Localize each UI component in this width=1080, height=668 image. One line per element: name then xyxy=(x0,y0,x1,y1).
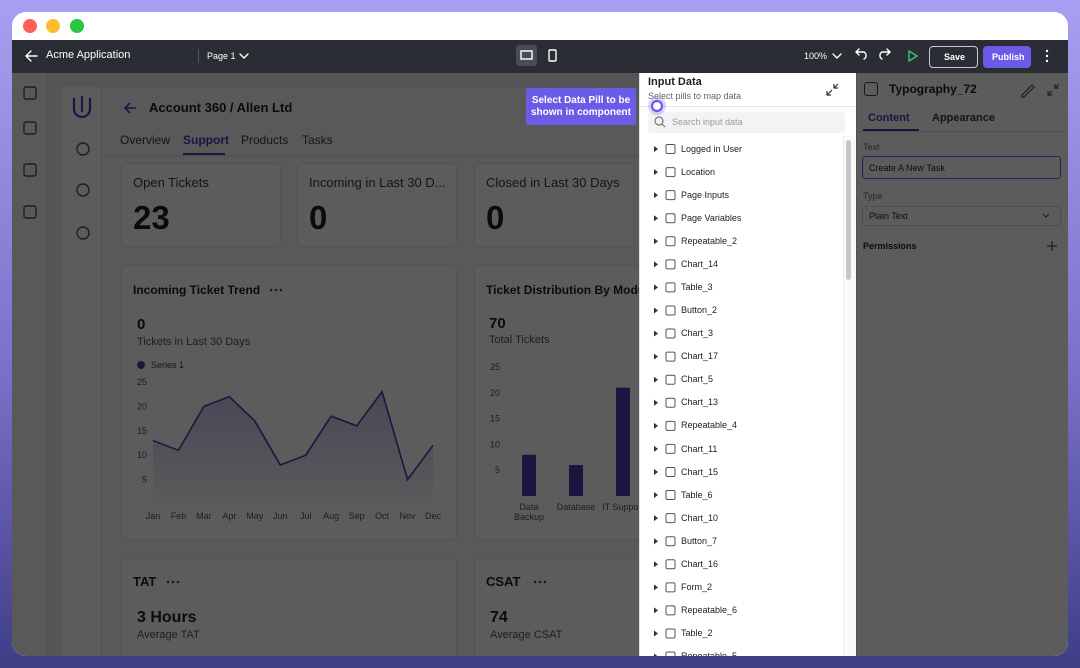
dim-overlay xyxy=(12,73,639,656)
scrollbar-thumb xyxy=(846,140,851,280)
app-name: Acme Application xyxy=(46,49,131,62)
input-data-item[interactable]: Chart_11 xyxy=(681,443,718,454)
input-data-item[interactable]: Table_6 xyxy=(681,489,713,500)
input-data-item[interactable]: Chart_16 xyxy=(681,558,719,569)
input-data-item[interactable]: Location xyxy=(681,166,716,177)
input-data-item[interactable]: Repeatable_4 xyxy=(681,420,738,431)
input-data-item[interactable]: Page Variables xyxy=(681,212,742,223)
save-button[interactable] xyxy=(929,46,978,68)
tooltip xyxy=(526,88,636,125)
device-toggle-active[interactable] xyxy=(516,45,537,66)
panel-title: Input Data xyxy=(648,76,702,89)
input-data-item[interactable]: Button_2 xyxy=(681,305,718,316)
input-data-item[interactable]: Chart_14 xyxy=(681,258,719,269)
input-data-item[interactable]: Repeatable_2 xyxy=(681,235,738,246)
input-data-item[interactable]: Chart_17 xyxy=(681,351,719,362)
input-data-item[interactable]: Logged in User xyxy=(681,143,743,154)
input-data-item[interactable]: Chart_15 xyxy=(681,466,719,477)
page-selector[interactable]: Page 1 xyxy=(207,50,236,61)
input-data-item[interactable]: Chart_3 xyxy=(681,328,714,339)
input-data-item[interactable]: Page Inputs xyxy=(681,189,730,200)
panel-divider xyxy=(639,106,856,107)
toolbar-divider xyxy=(198,49,199,63)
publish-button-label[interactable]: Publish xyxy=(992,51,1025,62)
publish-button[interactable] xyxy=(983,46,1031,68)
window-content: Account 360 / Allen LtdOverviewSupportPr… xyxy=(12,12,1068,656)
tooltip-text: Select Data Pill to be shown in componen… xyxy=(531,95,631,118)
input-data-item[interactable]: Repeatable_5 xyxy=(681,651,737,656)
traffic-light[interactable] xyxy=(46,19,60,33)
zoom-level[interactable]: 100% xyxy=(804,50,828,61)
input-data-panel xyxy=(639,73,856,656)
toolbar xyxy=(12,40,1068,73)
input-data-item[interactable]: Chart_5 xyxy=(681,374,714,385)
input-data-item[interactable]: Chart_10 xyxy=(681,512,719,523)
app-window: Account 360 / Allen LtdOverviewSupportPr… xyxy=(12,12,1068,656)
input-data-item[interactable]: Button_7 xyxy=(681,535,718,546)
input-data-item[interactable]: Table_3 xyxy=(681,282,713,293)
save-button-label[interactable]: Save xyxy=(944,51,966,62)
traffic-light[interactable] xyxy=(70,19,84,33)
input-data-item[interactable]: Table_2 xyxy=(681,628,713,639)
input-data-item[interactable]: Repeatable_6 xyxy=(681,605,738,615)
search-input[interactable] xyxy=(648,112,845,133)
title-bar xyxy=(12,12,1068,40)
traffic-light[interactable] xyxy=(23,19,37,33)
input-data-item[interactable]: Form_2 xyxy=(681,581,713,592)
search-placeholder: Search input data xyxy=(672,116,743,127)
input-data-item[interactable]: Chart_13 xyxy=(681,397,719,408)
panel-subtitle: Select pills to map data xyxy=(648,90,742,101)
dim-overlay xyxy=(856,73,1068,656)
